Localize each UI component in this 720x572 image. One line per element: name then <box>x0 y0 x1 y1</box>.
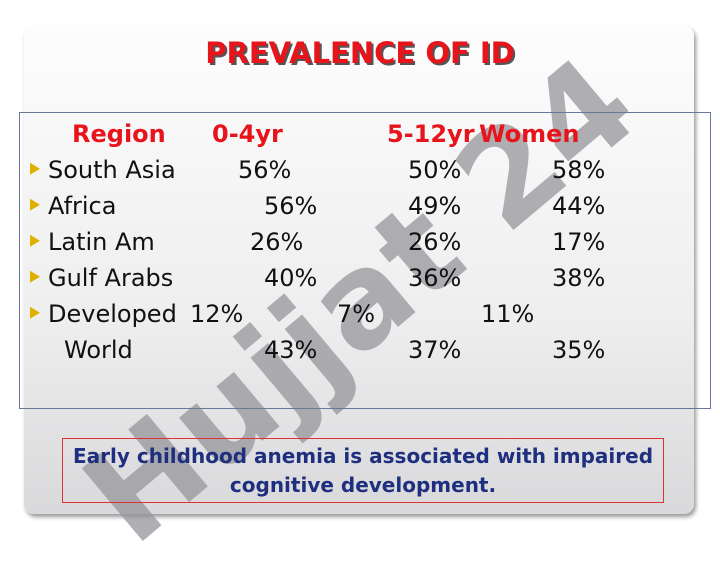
note: Early childhood anemia is associated wit… <box>62 438 664 503</box>
row-label: World <box>64 336 133 364</box>
table-cell: 12% <box>190 300 244 328</box>
header-cell: 5-12yr <box>387 120 475 148</box>
table-cell: 43% <box>264 336 318 364</box>
bullet <box>30 162 40 175</box>
bullet <box>30 234 40 247</box>
slide-title: PREVALENCE OF ID <box>205 36 515 70</box>
table-cell: 40% <box>264 264 318 292</box>
row-label: Latin Am <box>48 228 155 256</box>
table-cell: 36% <box>408 264 462 292</box>
table-cell: 35% <box>552 336 606 364</box>
table-cell: 26% <box>408 228 462 256</box>
page: Hujjat 24 PREVALENCE OF ID Region 0-4yr 5-… <box>19 26 711 572</box>
table-cell: 50% <box>408 156 462 184</box>
row-label: Developed <box>48 300 177 328</box>
table-box <box>19 112 711 409</box>
table-cell: 17% <box>552 228 606 256</box>
bullet <box>30 198 40 211</box>
table-cell: 38% <box>552 264 606 292</box>
header-cell: Region <box>72 120 166 148</box>
table-cell: 49% <box>408 192 462 220</box>
header-cell: Women <box>479 120 580 148</box>
slide <box>24 26 694 514</box>
bullet <box>30 306 40 319</box>
table-cell: 7% <box>337 300 376 328</box>
table-cell: 56% <box>238 156 292 184</box>
row-label: South Asia <box>48 156 176 184</box>
table-cell: 26% <box>250 228 304 256</box>
row-label: Gulf Arabs <box>48 264 174 292</box>
table-cell: 58% <box>552 156 606 184</box>
table-cell: 56% <box>264 192 318 220</box>
row-label: Africa <box>48 192 117 220</box>
table-cell: 11% <box>481 300 535 328</box>
table-cell: 37% <box>408 336 462 364</box>
header-cell: 0-4yr <box>212 120 283 148</box>
table-cell: 44% <box>552 192 606 220</box>
bullet <box>30 270 40 283</box>
